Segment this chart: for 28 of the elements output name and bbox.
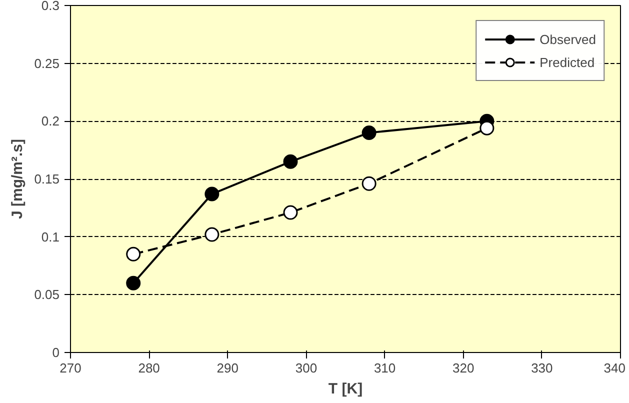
x-tick-label: 340 [604,360,626,376]
point [362,176,376,191]
point [480,120,494,136]
legend-label: Observed [540,32,596,46]
y-tick-label: 0.2 [41,114,60,129]
y-axis-title: J [mg/m².s] [9,138,26,220]
y-tick-label: 0.15 [34,172,60,186]
point [362,125,376,140]
point [126,276,141,290]
y-tick-label: 0.05 [34,287,60,302]
y-tick-label: 0 [52,345,60,360]
y-tick-label: 0.1 [41,229,60,244]
point [204,186,220,202]
x-axis-title: T [K] [328,380,363,398]
point [283,205,298,220]
x-tick-label: 310 [374,360,396,376]
x-tick-label: 270 [60,360,82,376]
point [204,227,220,242]
x-tick-label: 300 [295,360,318,376]
x-tick-label: 280 [138,360,160,376]
y-tick-label: 0.25 [34,56,60,71]
x-tick-label: 290 [216,360,238,376]
x-tick-label: 330 [531,360,553,376]
legend-label: Predicted [540,54,595,70]
x-tick-label: 320 [452,360,474,376]
point [126,246,141,262]
y-tick-label: 0.3 [41,0,60,13]
point [283,154,298,169]
